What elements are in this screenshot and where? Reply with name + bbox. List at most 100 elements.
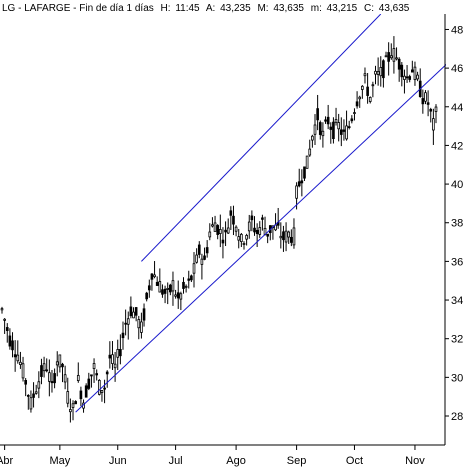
candle-body bbox=[119, 349, 122, 357]
candle-body bbox=[287, 231, 291, 238]
candle-body bbox=[166, 287, 170, 290]
candle-body bbox=[218, 229, 222, 234]
candle-body bbox=[405, 76, 409, 79]
candle-body bbox=[66, 391, 70, 404]
candle-body bbox=[326, 116, 330, 125]
candle-body bbox=[203, 255, 206, 260]
candle-body bbox=[84, 385, 88, 398]
candle-body bbox=[284, 230, 288, 243]
candle-body bbox=[113, 363, 117, 369]
candle-body bbox=[48, 372, 51, 382]
header-open: 43,235 bbox=[220, 3, 251, 14]
candle-body bbox=[69, 409, 72, 413]
header-close-label: C: bbox=[364, 3, 374, 14]
x-tick-label: Sep bbox=[287, 455, 307, 467]
candle-body bbox=[76, 375, 80, 381]
candle-body bbox=[182, 281, 185, 289]
candle-body bbox=[221, 239, 225, 244]
candle-body bbox=[342, 129, 346, 132]
candle-body bbox=[211, 224, 214, 227]
candle-body bbox=[34, 391, 38, 394]
header-name: LAFARGE bbox=[24, 3, 70, 14]
channel-lower-line bbox=[75, 64, 446, 413]
candle-body bbox=[32, 393, 35, 398]
header-time: 11:45 bbox=[175, 3, 200, 14]
candle-body bbox=[282, 231, 285, 241]
candle-body bbox=[408, 76, 412, 80]
candle-body bbox=[108, 354, 112, 359]
chart-header: LG - LAFARGE - Fin de día 1 días H: 11:4… bbox=[2, 3, 410, 14]
candle-body bbox=[392, 48, 396, 62]
candle-body bbox=[374, 70, 377, 75]
candle-body bbox=[216, 225, 220, 235]
candle-body bbox=[16, 354, 20, 362]
candle-body bbox=[145, 292, 148, 300]
candle-body bbox=[87, 378, 91, 389]
header-symbol: LG bbox=[2, 3, 16, 14]
candle-body bbox=[368, 97, 372, 102]
x-tick-label: Abr bbox=[0, 455, 14, 467]
candle-body bbox=[197, 244, 201, 255]
candle-body bbox=[379, 67, 383, 77]
candle-body bbox=[92, 363, 96, 369]
candle-body bbox=[432, 118, 435, 131]
candle-body bbox=[61, 363, 64, 368]
candle-body bbox=[42, 363, 46, 372]
candle-body bbox=[237, 236, 241, 241]
header-time-label: H: bbox=[161, 3, 171, 14]
candle-body bbox=[324, 119, 327, 122]
candle-body bbox=[176, 292, 180, 299]
candle-body bbox=[303, 166, 306, 179]
candle-body bbox=[305, 155, 309, 169]
candle-body bbox=[403, 75, 406, 80]
candle-body bbox=[316, 108, 319, 121]
candle-body bbox=[245, 234, 248, 240]
candle-body bbox=[295, 185, 298, 199]
candle-body bbox=[8, 335, 12, 347]
candle-body bbox=[71, 403, 75, 408]
candle-body bbox=[158, 281, 162, 293]
candle-body bbox=[100, 390, 104, 393]
candle-body bbox=[192, 263, 196, 274]
x-tick-label: Ago bbox=[226, 455, 246, 467]
candle-body bbox=[318, 122, 322, 135]
candle-body bbox=[332, 121, 335, 140]
candle-body bbox=[150, 273, 154, 280]
candle-body bbox=[358, 96, 362, 100]
candle-body bbox=[155, 281, 159, 286]
candle-body bbox=[363, 73, 367, 77]
candle-body bbox=[132, 311, 135, 319]
candle-body bbox=[134, 307, 138, 316]
candle-body bbox=[366, 86, 369, 96]
candle-body bbox=[395, 57, 398, 60]
y-tick-label: 44 bbox=[451, 102, 463, 114]
candle-body bbox=[184, 285, 188, 288]
y-tick-label: 40 bbox=[451, 179, 463, 191]
channel-upper-line bbox=[141, 14, 382, 262]
candle-body bbox=[337, 122, 340, 130]
header-separator: - bbox=[73, 3, 79, 14]
candle-body bbox=[24, 380, 27, 385]
candle-body bbox=[387, 52, 390, 62]
candle-body bbox=[53, 373, 56, 384]
candle-body bbox=[434, 106, 438, 112]
candle-body bbox=[424, 92, 427, 102]
candle-body bbox=[187, 278, 191, 281]
candle-body bbox=[171, 280, 175, 292]
candle-body bbox=[255, 229, 259, 234]
x-tick-label: Oct bbox=[346, 455, 363, 467]
candle-body bbox=[297, 181, 301, 187]
candle-body bbox=[179, 293, 183, 300]
candle-body bbox=[266, 233, 269, 237]
candle-body bbox=[13, 354, 17, 358]
candle-body bbox=[411, 69, 414, 73]
candle-body bbox=[142, 308, 146, 321]
candle-body bbox=[376, 71, 380, 75]
candle-body bbox=[313, 124, 317, 135]
axes: 28 30 32 34 36 38 40 42 44 46 48 Abr May Jun Jul Ago Sep… bbox=[0, 14, 463, 467]
trend-channel bbox=[75, 14, 446, 413]
header-low-label: m: bbox=[311, 3, 322, 14]
candle-body bbox=[190, 275, 193, 281]
